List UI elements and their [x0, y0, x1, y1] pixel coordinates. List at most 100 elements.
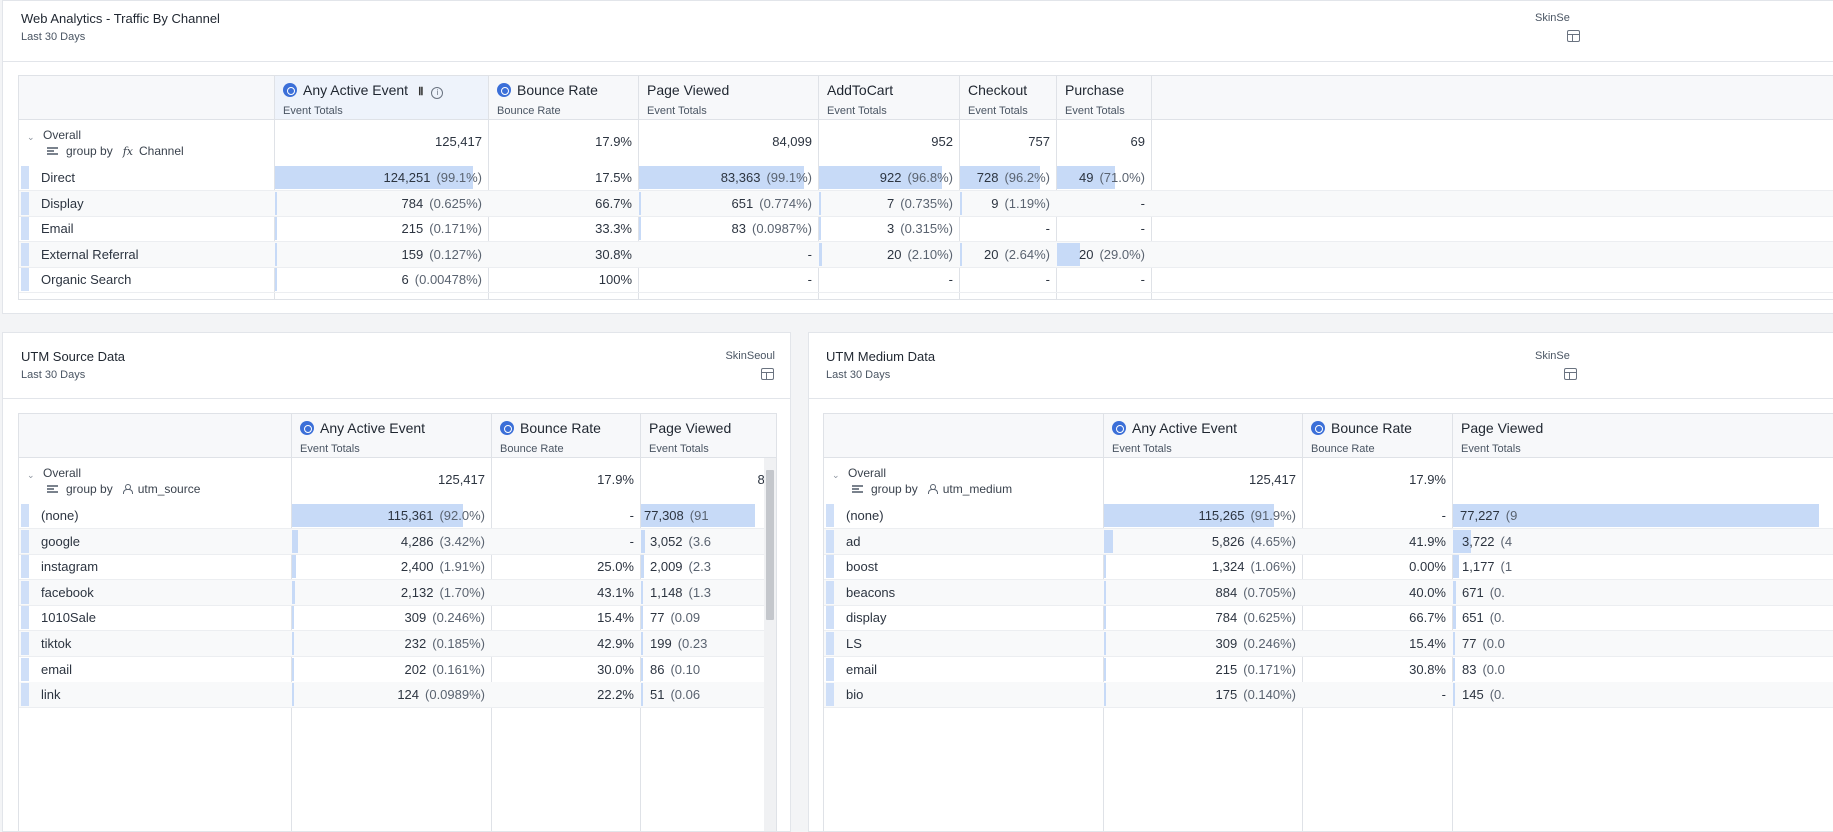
- bars-icon[interactable]: Ⅱ: [418, 86, 424, 98]
- value-cell[interactable]: 2,132 (1.70%): [291, 580, 491, 605]
- value-cell[interactable]: 33.3%: [488, 216, 638, 241]
- value-cell[interactable]: 215 (0.171%): [1103, 657, 1302, 682]
- value-cell[interactable]: -: [1302, 682, 1452, 707]
- table-view-icon[interactable]: [1564, 368, 1577, 380]
- table-row[interactable]: email 202 (0.161%) 30.0% 86 (0.10: [19, 657, 776, 683]
- table-row[interactable]: google 4,286 (3.42%) - 3,052 (3.6: [19, 528, 776, 555]
- collapse-chevron-icon[interactable]: ⌄: [832, 470, 840, 480]
- vertical-scrollbar[interactable]: [764, 458, 776, 831]
- value-cell[interactable]: 86 (0.10: [640, 657, 776, 682]
- value-cell[interactable]: 77,227 (9: [1452, 503, 1833, 528]
- value-cell[interactable]: -: [491, 529, 640, 554]
- value-cell[interactable]: 30.0%: [491, 657, 640, 682]
- value-cell[interactable]: 232 (0.185%): [291, 631, 491, 656]
- value-cell[interactable]: 309 (0.246%): [291, 605, 491, 630]
- value-cell[interactable]: 3 (0.315%): [818, 216, 959, 241]
- value-cell[interactable]: -: [959, 267, 1056, 292]
- value-cell[interactable]: 115,361 (92.0%): [291, 503, 491, 528]
- table-row[interactable]: link 124 (0.0989%) 22.2% 51 (0.06: [19, 682, 776, 709]
- overall-row[interactable]: ⌄ Overall group by utm_source 125,417 17.9% 84: [19, 458, 776, 503]
- value-cell[interactable]: 42.9%: [491, 631, 640, 656]
- value-cell[interactable]: 3,722 (4: [1452, 529, 1833, 554]
- group-by[interactable]: group by utm_medium: [852, 482, 1012, 496]
- value-cell[interactable]: 4,286 (3.42%): [291, 529, 491, 554]
- value-cell[interactable]: -: [1056, 216, 1151, 241]
- value-cell[interactable]: 83,363 (99.1%): [638, 165, 818, 190]
- value-cell[interactable]: 15.4%: [491, 605, 640, 630]
- value-cell[interactable]: 6 (0.00478%): [274, 267, 488, 292]
- value-cell[interactable]: 1,177 (1: [1452, 554, 1833, 579]
- value-cell[interactable]: 51 (0.06: [640, 682, 776, 707]
- table-view-icon[interactable]: [761, 368, 774, 380]
- table-row[interactable]: (none) 115,361 (92.0%) -77,308 (91: [19, 503, 776, 529]
- table-row[interactable]: Email 215 (0.171%) 33.3% 83 (0.0987%) 3 (0.315%…: [19, 216, 1833, 243]
- value-cell[interactable]: 202 (0.161%): [291, 657, 491, 682]
- value-cell[interactable]: 3,052 (3.6: [640, 529, 776, 554]
- value-cell[interactable]: -: [638, 267, 818, 292]
- value-cell[interactable]: 77 (0.09: [640, 605, 776, 630]
- column-header[interactable]: Checkout Event Totals: [959, 76, 1056, 119]
- group-by[interactable]: group by fx Channel: [47, 144, 184, 158]
- value-cell[interactable]: 922 (96.8%): [818, 165, 959, 190]
- value-cell[interactable]: 145 (0.: [1452, 682, 1833, 707]
- value-cell[interactable]: 25.0%: [491, 554, 640, 579]
- value-cell[interactable]: 728 (96.2%): [959, 165, 1056, 190]
- value-cell[interactable]: 100%: [488, 267, 638, 292]
- value-cell[interactable]: 9 (1.19%): [959, 191, 1056, 216]
- card-title[interactable]: Web Analytics - Traffic By Channel: [21, 11, 220, 26]
- table-row[interactable]: email 215 (0.171%) 30.8% 83 (0.0: [824, 657, 1833, 683]
- value-cell[interactable]: -: [638, 242, 818, 267]
- overall-row[interactable]: ⌄ Overall group by utm_medium 125,417 17.9% 8: [824, 458, 1833, 503]
- value-cell[interactable]: 784 (0.625%): [1103, 605, 1302, 630]
- column-header[interactable]: Page Viewed Event Totals: [640, 414, 776, 457]
- value-cell[interactable]: 884 (0.705%): [1103, 580, 1302, 605]
- column-header[interactable]: Bounce Rate Bounce Rate: [1302, 414, 1452, 457]
- value-cell[interactable]: 83 (0.0987%): [638, 216, 818, 241]
- value-cell[interactable]: 20 (2.64%): [959, 242, 1056, 267]
- table-row[interactable]: tiktok 232 (0.185%) 42.9% 199 (0.23: [19, 631, 776, 657]
- group-by[interactable]: group by utm_source: [47, 482, 200, 496]
- collapse-chevron-icon[interactable]: ⌄: [27, 132, 35, 142]
- column-header[interactable]: Bounce Rate Bounce Rate: [488, 76, 638, 119]
- table-row[interactable]: beacons 884 (0.705%) 40.0% 671 (0.: [824, 579, 1833, 606]
- value-cell[interactable]: 15.4%: [1302, 631, 1452, 656]
- table-row[interactable]: display 784 (0.625%) 66.7% 651 (0.: [824, 605, 1833, 632]
- value-cell[interactable]: 7 (0.735%): [818, 191, 959, 216]
- value-cell[interactable]: 22.2%: [491, 682, 640, 707]
- value-cell[interactable]: 159 (0.127%): [274, 242, 488, 267]
- column-header[interactable]: AddToCart Event Totals: [818, 76, 959, 119]
- value-cell[interactable]: 77 (0.0: [1452, 631, 1833, 656]
- column-header[interactable]: Bounce Rate Bounce Rate: [491, 414, 640, 457]
- value-cell[interactable]: -: [1056, 267, 1151, 292]
- column-header[interactable]: Purchase Event Totals: [1056, 76, 1151, 119]
- value-cell[interactable]: 77,308 (91: [640, 503, 776, 528]
- table-row[interactable]: External Referral 159 (0.127%) 30.8% - 20 (2.1…: [19, 241, 1833, 268]
- value-cell[interactable]: 0.00%: [1302, 554, 1452, 579]
- value-cell[interactable]: 124 (0.0989%): [291, 682, 491, 707]
- info-icon[interactable]: i: [431, 87, 444, 99]
- value-cell[interactable]: 41.9%: [1302, 529, 1452, 554]
- value-cell[interactable]: 66.7%: [488, 191, 638, 216]
- value-cell[interactable]: 5,826 (4.65%): [1103, 529, 1302, 554]
- table-row[interactable]: 1010Sale 309 (0.246%) 15.4% 77 (0.09: [19, 605, 776, 632]
- value-cell[interactable]: 40.0%: [1302, 580, 1452, 605]
- column-header[interactable]: Page Viewed Event Totals: [1452, 414, 1833, 457]
- value-cell[interactable]: 671 (0.: [1452, 580, 1833, 605]
- value-cell[interactable]: -: [1056, 191, 1151, 216]
- value-cell[interactable]: 215 (0.171%): [274, 216, 488, 241]
- value-cell[interactable]: -: [818, 267, 959, 292]
- column-header[interactable]: Any Active Event Event Totals: [291, 414, 491, 457]
- value-cell[interactable]: 30.8%: [1302, 657, 1452, 682]
- value-cell[interactable]: 66.7%: [1302, 605, 1452, 630]
- scrollbar-thumb[interactable]: [766, 470, 774, 620]
- table-row[interactable]: Direct 124,251 (99.1%) 17.5% 83,363 (99.1%) 92…: [19, 165, 1833, 191]
- value-cell[interactable]: 1,148 (1.3: [640, 580, 776, 605]
- value-cell[interactable]: 175 (0.140%): [1103, 682, 1302, 707]
- value-cell[interactable]: 49 (71.0%): [1056, 165, 1151, 190]
- value-cell[interactable]: 20 (29.0%): [1056, 242, 1151, 267]
- value-cell[interactable]: 651 (0.: [1452, 605, 1833, 630]
- overall-row[interactable]: ⌄ Overall group by fx Channel 125,417 17.9% 84,…: [19, 120, 1833, 165]
- table-row[interactable]: LS 309 (0.246%) 15.4% 77 (0.0: [824, 631, 1833, 657]
- value-cell[interactable]: 309 (0.246%): [1103, 631, 1302, 656]
